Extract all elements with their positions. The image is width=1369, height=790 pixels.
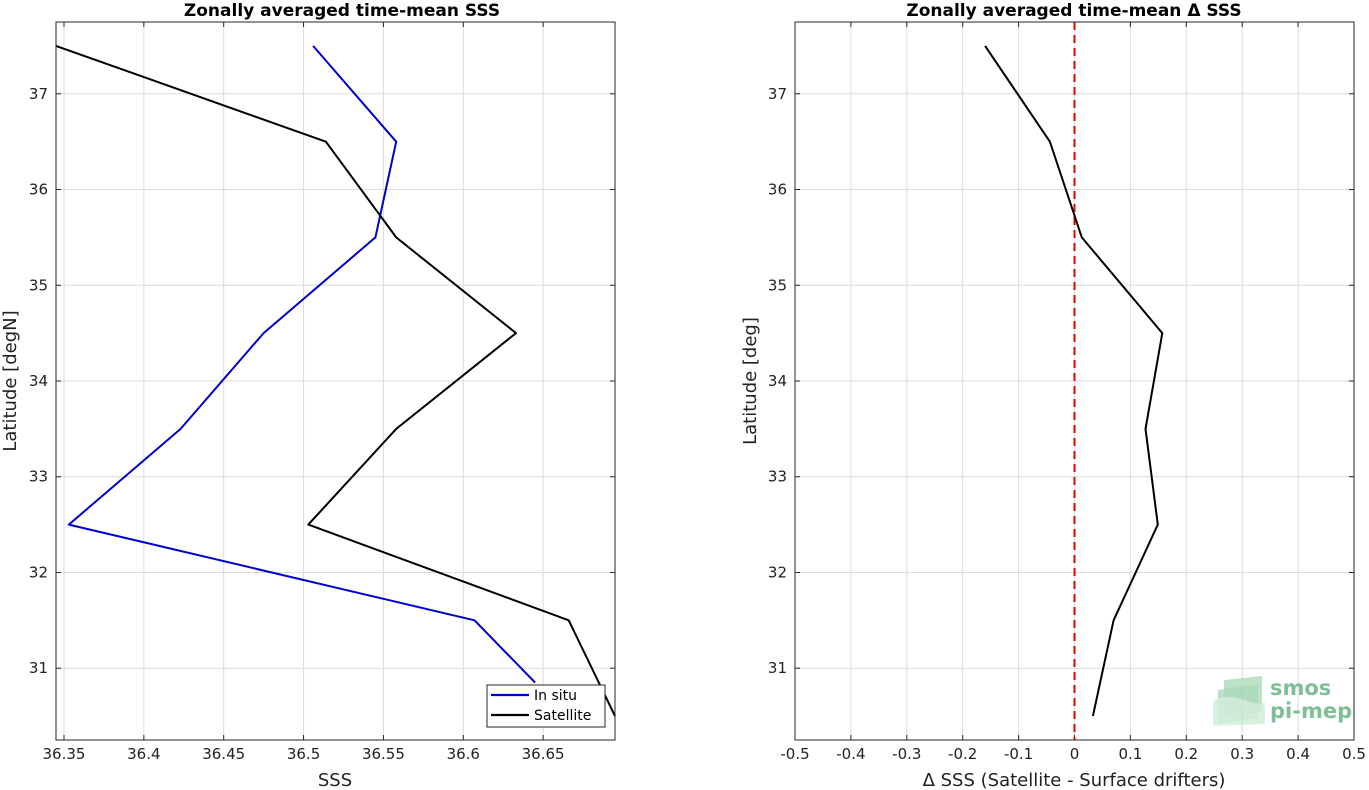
legend-entry-in-situ: In situ xyxy=(534,688,577,704)
y-tick-label: 36 xyxy=(29,181,48,199)
x-tick-labels: 36.35 36.4 36.45 36.5 36.55 36.6 36.65 xyxy=(43,745,565,763)
x-tick-label: 0.3 xyxy=(1230,745,1254,763)
x-tick-label: 36.35 xyxy=(43,745,86,763)
y-tick-label: 31 xyxy=(29,659,48,677)
logo-waves-icon xyxy=(1213,676,1265,726)
chart-title: Zonally averaged time-mean SSS xyxy=(184,1,500,21)
grid xyxy=(56,22,615,740)
legend: In situ Satellite xyxy=(486,684,606,728)
x-tick-label: 0 xyxy=(1070,745,1080,763)
axes-frame xyxy=(55,21,616,741)
y-tick-label: 34 xyxy=(29,372,48,390)
y-axis-label: Latitude [degN] xyxy=(0,310,21,451)
x-axis-label: SSS xyxy=(318,770,352,790)
y-tick-label: 35 xyxy=(768,276,787,294)
x-tick-label: 36.4 xyxy=(127,745,160,763)
y-axis-label: Latitude [deg] xyxy=(740,317,761,445)
y-tick-labels: 31 32 33 34 35 36 37 xyxy=(768,85,787,677)
x-tick-label: -0.5 xyxy=(780,745,809,763)
y-tick-label: 36 xyxy=(768,181,787,199)
legend-entry-satellite: Satellite xyxy=(534,708,591,724)
x-tick-label: 36.6 xyxy=(447,745,480,763)
y-tick-label: 37 xyxy=(29,85,48,103)
x-tick-label: -0.2 xyxy=(948,745,977,763)
x-tick-label: 36.65 xyxy=(522,745,565,763)
series-line-delta-sss xyxy=(984,45,1164,717)
x-tick-label: 0.5 xyxy=(1342,745,1366,763)
series-line-in-situ xyxy=(67,45,536,684)
x-tick-label: 36.55 xyxy=(362,745,405,763)
axes-frame xyxy=(794,21,1355,741)
panel-sss: Zonally averaged time-mean SSS 36.35 36.4… xyxy=(0,1,616,790)
y-tick-label: 33 xyxy=(29,468,48,486)
y-tick-label: 33 xyxy=(768,468,787,486)
panel-delta-sss: Zonally averaged time-mean Δ SSS -0.5 -0.… xyxy=(740,1,1366,790)
logo-line1: smos xyxy=(1270,676,1331,700)
x-tick-label: 0.2 xyxy=(1174,745,1198,763)
series-group xyxy=(55,44,616,717)
y-tick-label: 32 xyxy=(29,563,48,581)
y-tick-labels: 31 32 33 34 35 36 37 xyxy=(29,85,48,677)
y-tick-label: 35 xyxy=(29,276,48,294)
y-tick-label: 32 xyxy=(768,563,787,581)
x-tick-label: -0.1 xyxy=(1004,745,1033,763)
x-tick-label: 36.5 xyxy=(287,745,320,763)
legend-box xyxy=(486,684,606,728)
x-tick-label: -0.4 xyxy=(836,745,865,763)
chart-title: Zonally averaged time-mean Δ SSS xyxy=(906,1,1241,21)
y-tick-label: 34 xyxy=(768,372,787,390)
logo-line2: pi-mep xyxy=(1270,699,1352,723)
x-tick-label: 36.45 xyxy=(202,745,245,763)
x-axis-label: Δ SSS (Satellite - Surface drifters) xyxy=(923,770,1226,790)
x-tick-label: 0.4 xyxy=(1286,745,1310,763)
x-tick-label: 0.1 xyxy=(1118,745,1142,763)
x-tick-label: -0.3 xyxy=(892,745,921,763)
series-line-satellite xyxy=(55,44,616,717)
y-tick-label: 31 xyxy=(768,659,787,677)
smos-pi-mep-logo: smos pi-mep xyxy=(1213,676,1352,726)
y-tick-label: 37 xyxy=(768,85,787,103)
x-tick-labels: -0.5 -0.4 -0.3 -0.2 -0.1 0 0.1 0.2 0.3 0.4 0.5 xyxy=(780,745,1366,763)
series-group xyxy=(984,45,1164,717)
